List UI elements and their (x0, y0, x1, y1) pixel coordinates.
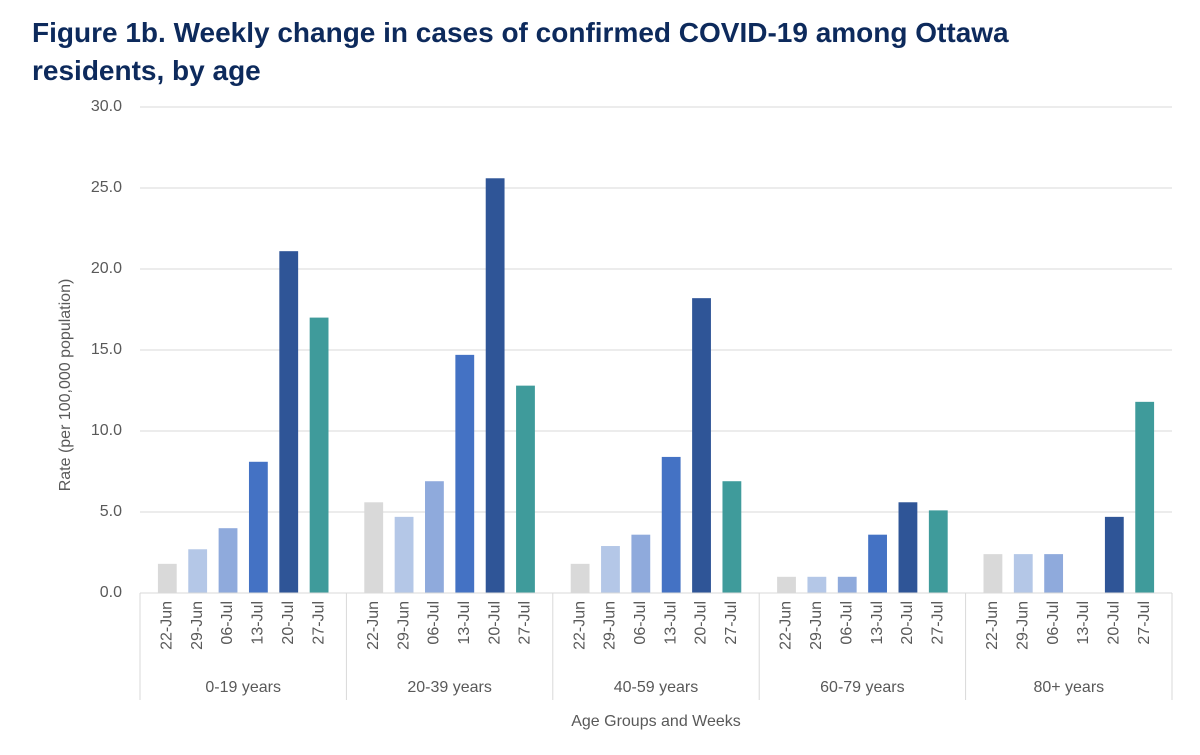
x-group-label: 0-19 years (205, 679, 281, 696)
y-tick-label: 5.0 (100, 503, 122, 520)
x-tick-label: 06-Jul (838, 601, 855, 645)
bar (309, 317, 329, 593)
bar (807, 576, 827, 593)
x-tick-label: 13-Jul (250, 601, 267, 645)
bar (394, 516, 414, 593)
y-tick-label: 25.0 (91, 179, 122, 196)
bar (485, 178, 505, 593)
x-tick-label: 22-Jun (159, 601, 176, 650)
x-tick-label: 29-Jun (395, 601, 412, 650)
bar (248, 461, 268, 593)
bar (218, 528, 238, 593)
y-tick-label: 30.0 (91, 98, 122, 115)
x-tick-label: 20-Jul (280, 601, 297, 645)
x-tick-label: 20-Jul (486, 601, 503, 645)
bar (1104, 516, 1124, 593)
x-group-label: 20-39 years (407, 679, 492, 696)
x-tick-label: 20-Jul (899, 601, 916, 645)
x-tick-label: 29-Jun (189, 601, 206, 650)
x-tick-label: 27-Jul (723, 601, 740, 645)
bar (722, 481, 742, 593)
chart-title: Figure 1b. Weekly change in cases of con… (32, 17, 1009, 48)
x-tick-label: 06-Jul (1045, 601, 1062, 645)
x-tick-label: 13-Jul (662, 601, 679, 645)
x-tick-label: 06-Jul (632, 601, 649, 645)
bar (188, 549, 208, 593)
x-tick-label: 29-Jun (808, 601, 825, 650)
x-tick-label: 27-Jul (1136, 601, 1153, 645)
chart-title: residents, by age (32, 55, 261, 86)
x-tick-label: 29-Jun (1014, 601, 1031, 650)
bar (570, 563, 590, 593)
bar (1013, 554, 1033, 593)
y-tick-label: 15.0 (91, 341, 122, 358)
x-axis-title: Age Groups and Weeks (571, 713, 741, 730)
bar (777, 576, 796, 593)
bar (868, 534, 887, 593)
x-tick-label: 13-Jul (869, 601, 886, 645)
bar (837, 576, 857, 593)
bar (516, 385, 535, 593)
bar (601, 546, 620, 593)
x-tick-label: 20-Jul (1106, 601, 1123, 645)
y-axis-title: Rate (per 100,000 population) (57, 279, 74, 492)
bar (692, 298, 711, 593)
x-group-label: 80+ years (1033, 679, 1104, 696)
x-tick-label: 22-Jun (778, 601, 795, 650)
x-tick-label: 27-Jul (517, 601, 534, 645)
bar (425, 481, 444, 593)
bar (455, 354, 475, 593)
bar (928, 510, 948, 593)
x-tick-label: 22-Jun (365, 601, 382, 650)
x-tick-label: 13-Jul (1075, 601, 1092, 645)
x-tick-label: 22-Jun (984, 601, 1001, 650)
bar (364, 502, 384, 593)
x-group-label: 60-79 years (820, 679, 905, 696)
x-tick-label: 13-Jul (456, 601, 473, 645)
y-tick-label: 20.0 (91, 260, 122, 277)
x-tick-label: 20-Jul (693, 601, 710, 645)
y-tick-label: 10.0 (91, 422, 122, 439)
bar (1135, 401, 1155, 593)
bar (661, 456, 681, 593)
x-tick-label: 27-Jul (930, 601, 947, 645)
x-tick-label: 22-Jun (571, 601, 588, 650)
bar (157, 563, 177, 593)
x-tick-label: 06-Jul (426, 601, 443, 645)
x-tick-label: 27-Jul (310, 601, 327, 645)
bar (1044, 554, 1064, 593)
bar (898, 502, 918, 593)
x-tick-label: 06-Jul (219, 601, 236, 645)
bar (279, 251, 299, 593)
y-tick-label: 0.0 (100, 584, 122, 601)
x-tick-label: 29-Jun (602, 601, 619, 650)
bar (631, 534, 651, 593)
bar (983, 554, 1003, 593)
x-group-label: 40-59 years (614, 679, 699, 696)
